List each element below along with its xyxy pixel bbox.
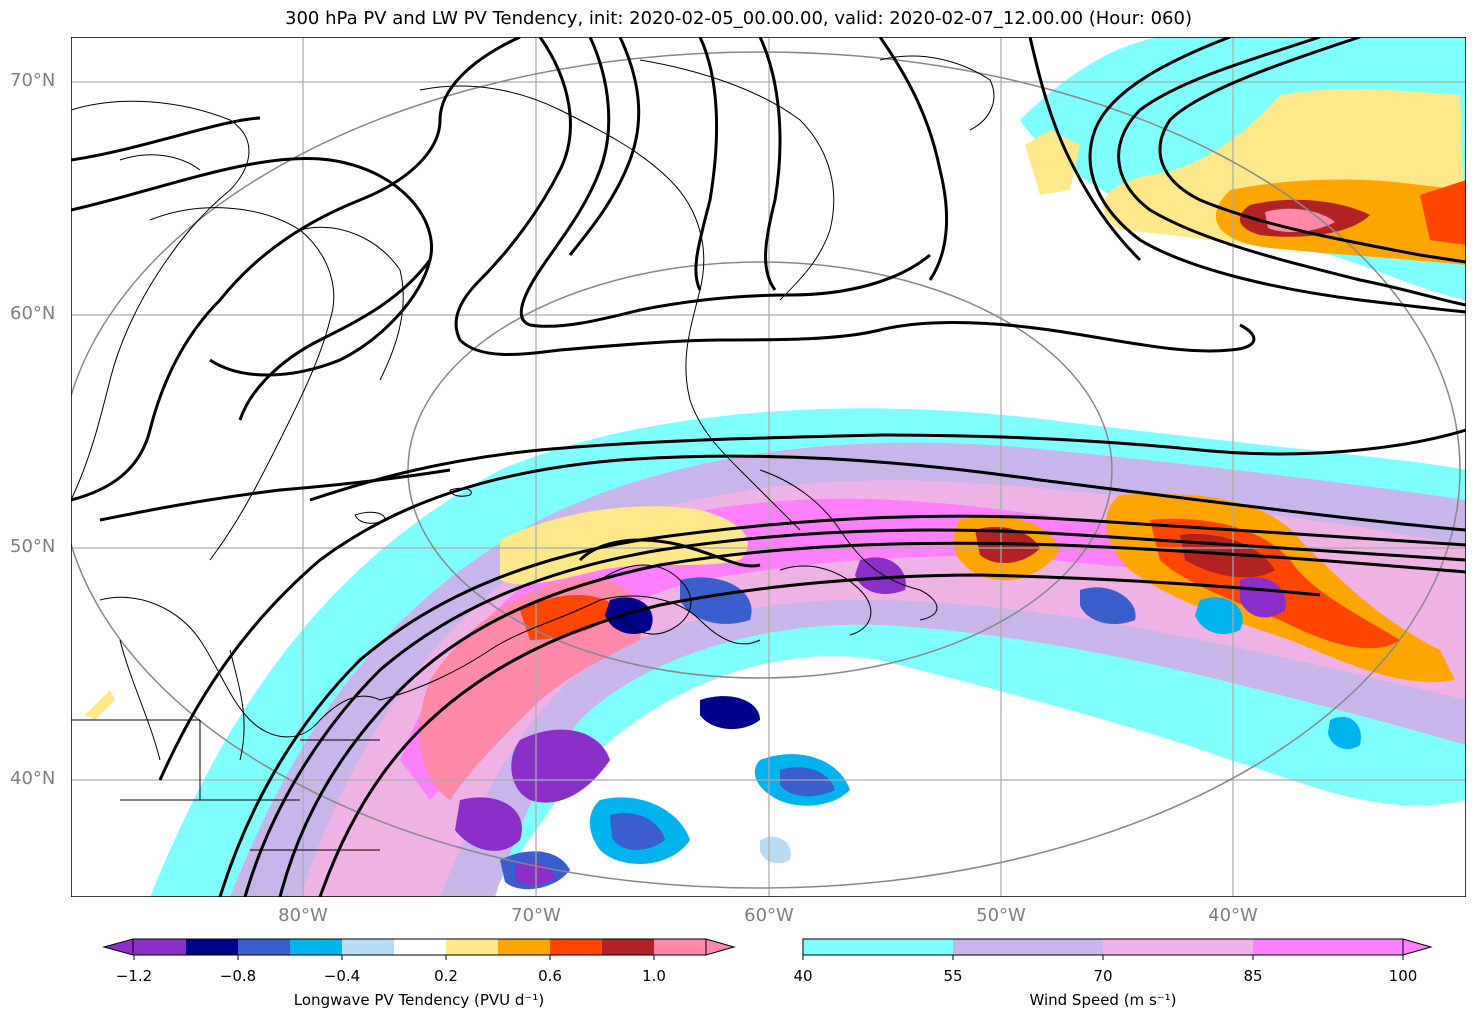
cb-left-tick: 1.0 xyxy=(642,967,666,985)
lon-label-60w: 60°W xyxy=(744,905,794,926)
pv-tendency-fill xyxy=(85,89,1466,890)
cb-right-tick: 70 xyxy=(1093,967,1113,985)
cb-right-tick: 40 xyxy=(793,967,813,985)
great-circles xyxy=(71,51,1461,889)
lat-label-50n: 50°N xyxy=(10,536,56,557)
lon-label-50w: 50°W xyxy=(976,905,1026,926)
cb-left-tick: −1.2 xyxy=(115,967,153,985)
lon-label-80w: 80°W xyxy=(278,905,328,926)
lat-label-60n: 60°N xyxy=(10,303,56,324)
lon-label-40w: 40°W xyxy=(1208,905,1258,926)
cb-right-tick: 85 xyxy=(1243,967,1263,985)
cb-right-label: Wind Speed (m s⁻¹) xyxy=(1029,991,1177,1009)
cb-right-tick: 100 xyxy=(1388,967,1418,985)
coastlines xyxy=(71,55,995,851)
cb-left-tick: 0.6 xyxy=(538,967,562,985)
pv-contours xyxy=(71,37,1466,897)
cb-right-tick: 55 xyxy=(943,967,963,985)
lat-label-70n: 70°N xyxy=(10,70,56,91)
lat-label-40n: 40°N xyxy=(10,768,56,789)
lon-label-70w: 70°W xyxy=(511,905,561,926)
colorbar-right xyxy=(802,938,1433,960)
cb-left-tick: −0.8 xyxy=(219,967,257,985)
plot-title: 300 hPa PV and LW PV Tendency, init: 202… xyxy=(285,8,1192,29)
cb-left-tick: 0.2 xyxy=(434,967,458,985)
colorbar-left xyxy=(102,938,736,960)
cb-left-label: Longwave PV Tendency (PVU d⁻¹) xyxy=(293,991,545,1009)
cb-left-tick: −0.4 xyxy=(323,967,361,985)
